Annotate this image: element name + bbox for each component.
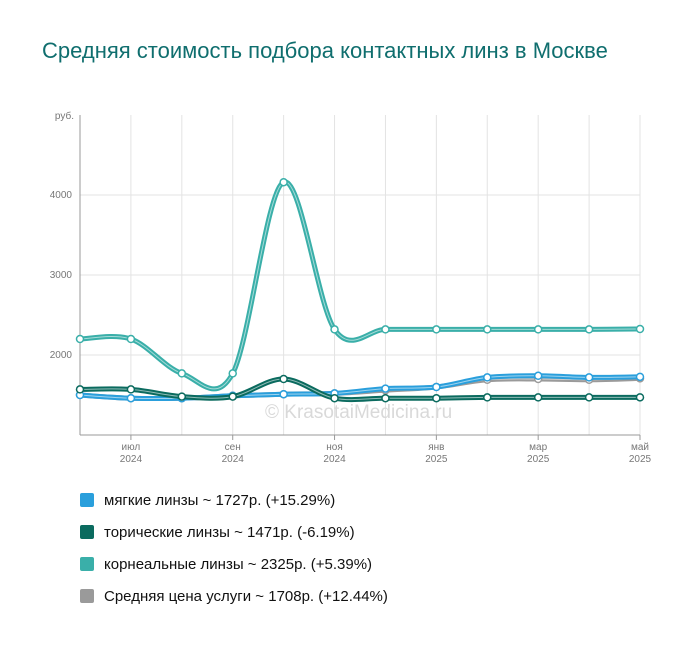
data-point [381, 325, 390, 334]
legend-item-corneal[interactable]: корнеальные линзы ~ 2325р. (+5.39%) [80, 548, 388, 580]
data-point [533, 393, 543, 402]
legend: мягкие линзы ~ 1727р. (+15.29%) торическ… [80, 484, 388, 612]
legend-label-soft: мягкие линзы ~ 1727р. (+15.29%) [104, 491, 336, 509]
data-point [228, 369, 237, 378]
x-tick-label-year: 2025 [629, 454, 652, 465]
legend-swatch-average [80, 589, 94, 603]
x-tick-label-year: 2024 [323, 454, 346, 465]
data-point [177, 392, 187, 401]
x-tick-label-year: 2025 [527, 454, 550, 465]
data-point [533, 325, 543, 334]
data-point [126, 385, 136, 394]
legend-item-average[interactable]: Средняя цена услуги ~ 1708р. (+12.44%) [80, 580, 388, 612]
series-lines [75, 177, 645, 403]
data-point [228, 392, 237, 401]
data-point [279, 177, 288, 187]
data-point [635, 324, 645, 334]
x-tick-label-month: май [631, 442, 649, 453]
x-tick-label-month: ноя [326, 442, 343, 453]
series-line [77, 179, 643, 392]
series-2 [75, 177, 645, 392]
chart-title: Средняя стоимость подбора контактных лин… [42, 38, 608, 63]
data-point [432, 382, 441, 392]
x-tick-label-month: мар [529, 442, 547, 453]
legend-label-toric: торические линзы ~ 1471р. (-6.19%) [104, 523, 355, 541]
data-point [584, 325, 594, 334]
x-tick-label-month: июл [122, 442, 141, 453]
y-axis-unit: руб. [55, 110, 74, 122]
x-tick-label-year: 2025 [425, 454, 448, 465]
y-tick-label: 2000 [50, 350, 73, 361]
data-point [381, 384, 390, 393]
grid [80, 115, 641, 435]
legend-item-toric[interactable]: торические линзы ~ 1471р. (-6.19%) [80, 516, 388, 548]
tick-labels: 200030004000руб.июл2024сен2024ноя2024янв… [50, 110, 652, 465]
x-tick-label-year: 2024 [120, 454, 143, 465]
data-point [483, 325, 492, 334]
data-point [635, 372, 645, 382]
y-tick-label: 4000 [50, 190, 73, 201]
x-tick-label-year: 2024 [222, 454, 245, 465]
data-point [635, 393, 645, 402]
data-point [279, 374, 288, 384]
legend-swatch-corneal [80, 557, 94, 571]
data-point [330, 393, 339, 403]
data-point [126, 334, 136, 344]
legend-swatch-toric [80, 525, 94, 539]
data-point [483, 393, 492, 402]
data-point [330, 325, 339, 334]
y-tick-label: 3000 [50, 270, 73, 281]
data-point [381, 393, 390, 403]
data-point [533, 371, 543, 381]
series-1 [75, 374, 645, 403]
series-line-highlight [79, 378, 641, 401]
legend-swatch-soft [80, 493, 94, 507]
watermark: © KrasotaiMedicina.ru [265, 402, 452, 423]
series-line-highlight [79, 181, 641, 390]
x-tick-label-month: янв [428, 442, 444, 453]
data-point [177, 369, 187, 378]
legend-item-soft[interactable]: мягкие линзы ~ 1727р. (+15.29%) [80, 484, 388, 516]
data-point [75, 334, 85, 344]
data-point [483, 373, 492, 382]
legend-label-corneal: корнеальные линзы ~ 2325р. (+5.39%) [104, 555, 373, 573]
legend-label-average: Средняя цена услуги ~ 1708р. (+12.44%) [104, 587, 388, 605]
data-point [75, 385, 85, 394]
x-tick-label-month: сен [225, 442, 241, 453]
data-point [279, 389, 288, 399]
data-point [432, 393, 441, 403]
data-point [432, 325, 441, 334]
data-point [584, 373, 594, 382]
data-point [126, 393, 136, 403]
axes [79, 115, 641, 440]
data-point [584, 393, 594, 402]
